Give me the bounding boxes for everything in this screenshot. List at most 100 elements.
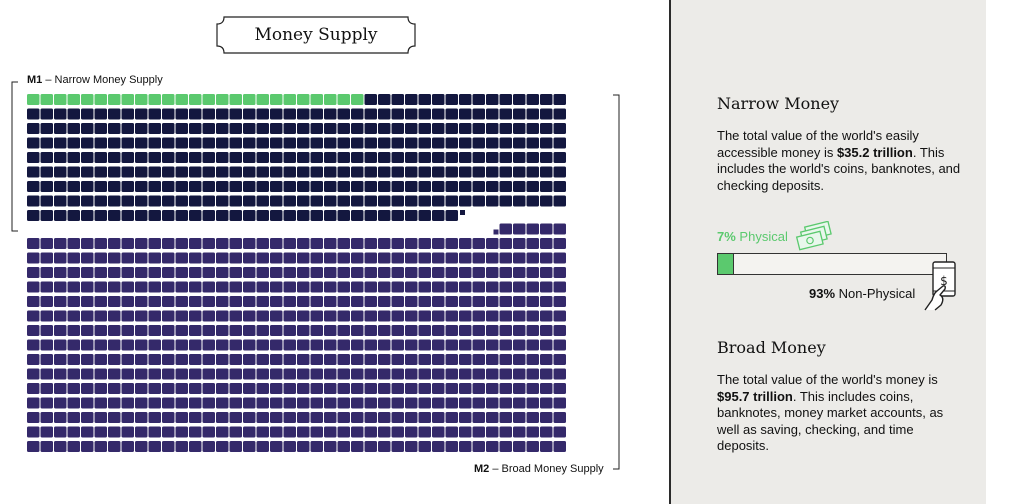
physical-money-cell <box>243 94 256 105</box>
broad-money-cell <box>297 426 310 438</box>
broad-money-cell <box>108 426 121 438</box>
broad-money-cell <box>445 383 458 394</box>
narrow-money-cell <box>553 181 566 192</box>
broad-money-cell <box>364 412 377 423</box>
broad-money-cell <box>418 238 431 249</box>
broad-money-cell <box>270 354 283 365</box>
broad-money-cell <box>526 252 539 264</box>
broad-money-cell <box>121 426 134 438</box>
narrow-money-cell <box>40 210 53 221</box>
narrow-money-cell <box>148 108 161 120</box>
broad-money-cell <box>243 426 256 438</box>
narrow-money-cell <box>540 94 553 105</box>
narrow-money-cell <box>67 210 80 221</box>
narrow-money-cell <box>499 94 512 105</box>
broad-money-cell <box>189 281 202 293</box>
narrow-money-cell <box>445 123 458 134</box>
broad-money-cell <box>27 238 40 249</box>
narrow-money-cell <box>108 195 121 207</box>
narrow-money-cell <box>162 195 175 207</box>
narrow-money-cell <box>40 195 53 207</box>
broad-money-cell <box>216 267 229 278</box>
broad-money-cell <box>364 296 377 307</box>
broad-money-cell <box>283 368 296 380</box>
narrow-money-cell <box>202 152 215 163</box>
broad-money-cell <box>229 310 242 322</box>
narrow-money-cell <box>324 123 337 134</box>
broad-money-cell <box>243 296 256 307</box>
broad-money-cell <box>405 238 418 249</box>
narrow-money-cell <box>162 123 175 134</box>
narrow-text-before: The total value of the world's easily ac… <box>717 128 919 160</box>
broad-money-cell <box>256 310 269 322</box>
narrow-money-cell <box>94 166 107 178</box>
broad-money-cell <box>310 354 323 365</box>
broad-money-cell <box>418 267 431 278</box>
broad-money-cell <box>540 441 553 452</box>
info-panel: Narrow Money The total value of the worl… <box>671 0 986 504</box>
broad-money-cell <box>216 325 229 336</box>
broad-money-cell <box>40 339 53 351</box>
narrow-money-cell <box>229 195 242 207</box>
broad-money-cell <box>432 296 445 307</box>
broad-money-cell <box>310 412 323 423</box>
broad-money-cell <box>391 339 404 351</box>
broad-money-cell <box>243 441 256 452</box>
broad-money-cell <box>540 325 553 336</box>
broad-money-cell <box>391 267 404 278</box>
broad-money-cell <box>256 412 269 423</box>
narrow-money-cell <box>324 210 337 221</box>
narrow-money-cell <box>216 210 229 221</box>
broad-money-cell <box>499 412 512 423</box>
broad-money-cell <box>229 383 242 394</box>
broad-money-cell <box>499 383 512 394</box>
narrow-money-cell <box>175 181 188 192</box>
broad-money-cell <box>81 325 94 336</box>
narrow-money-cell <box>135 210 148 221</box>
broad-money-cell <box>418 281 431 293</box>
broad-money-cell <box>54 383 67 394</box>
broad-money-cell <box>67 310 80 322</box>
broad-money-cell <box>553 397 566 409</box>
broad-money-cell <box>108 339 121 351</box>
narrow-money-cell <box>337 152 350 163</box>
broad-money-cell <box>324 339 337 351</box>
narrow-money-cell <box>324 137 337 149</box>
narrow-money-cell <box>405 181 418 192</box>
narrow-money-cell <box>256 123 269 134</box>
broad-money-cell <box>337 441 350 452</box>
narrow-money-cell <box>27 152 40 163</box>
narrow-money-cell <box>121 166 134 178</box>
narrow-money-cell <box>499 195 512 207</box>
broad-money-cell <box>81 383 94 394</box>
broad-money-cell <box>229 412 242 423</box>
broad-money-cell <box>216 296 229 307</box>
broad-money-cell <box>540 426 553 438</box>
broad-money-cell <box>148 339 161 351</box>
broad-money-cell <box>553 296 566 307</box>
narrow-money-cell <box>27 166 40 178</box>
broad-money-cell <box>283 397 296 409</box>
broad-money-cell <box>432 383 445 394</box>
nonphysical-text: Non-Physical <box>838 286 916 301</box>
broad-money-cell <box>445 426 458 438</box>
narrow-money-cell <box>162 137 175 149</box>
narrow-money-cell <box>405 166 418 178</box>
broad-money-cell <box>337 238 350 249</box>
narrow-money-cell <box>486 108 499 120</box>
broad-text-after: . This includes coins, banknotes, money … <box>717 388 944 454</box>
narrow-money-cell <box>216 137 229 149</box>
narrow-money-cell <box>526 181 539 192</box>
broad-money-cell <box>297 267 310 278</box>
broad-money-cell <box>418 354 431 365</box>
broad-money-cell <box>513 339 526 351</box>
narrow-money-cell <box>432 210 445 221</box>
narrow-money-cell <box>67 137 80 149</box>
broad-money-cell <box>108 310 121 322</box>
narrow-money-cell <box>148 210 161 221</box>
narrow-money-cell <box>459 181 472 192</box>
broad-money-cell <box>310 281 323 293</box>
broad-money-cell <box>297 252 310 264</box>
broad-money-cell <box>54 441 67 452</box>
narrow-money-cell <box>418 137 431 149</box>
